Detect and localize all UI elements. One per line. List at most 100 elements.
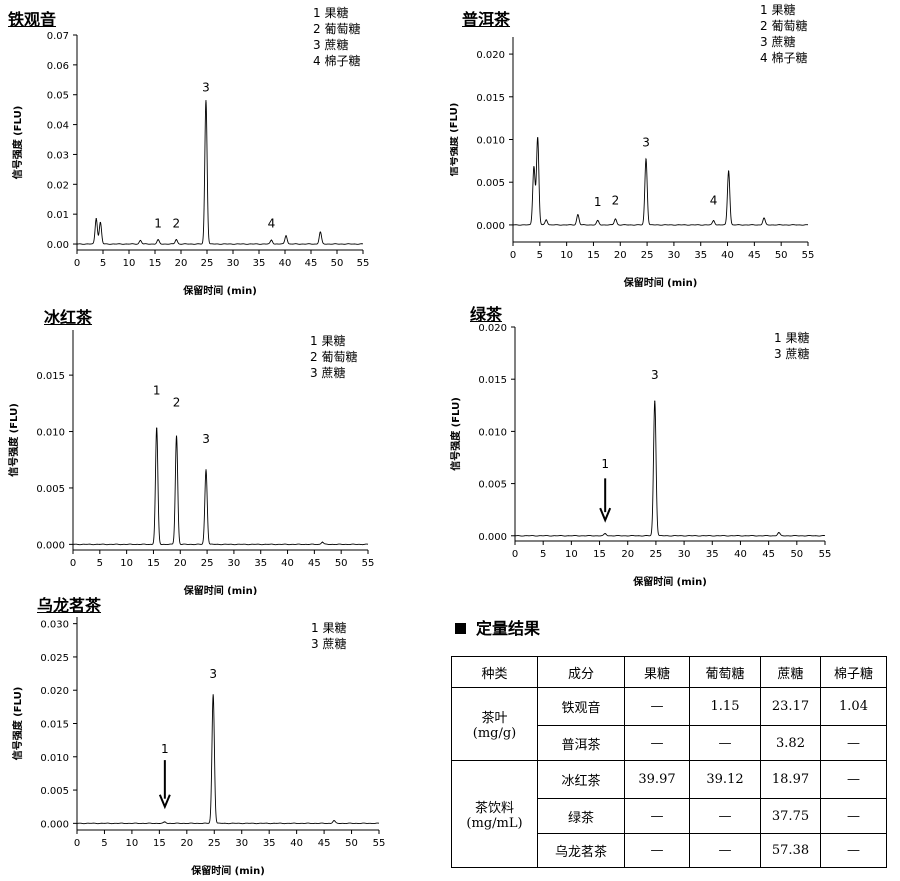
peak-point — [95, 218, 97, 220]
peak-label: 1 — [594, 195, 602, 209]
value-cell: — — [820, 725, 887, 761]
peak-label: 3 — [209, 667, 217, 681]
chart-svg-binghongcha: 0 5 10 15 20 25 30 35 40 45 50 55 0.000 0.005 0.010 0.0… — [7, 330, 374, 597]
chromatogram-trace — [515, 401, 826, 537]
x-tick-label: 20 — [174, 558, 187, 569]
legend-entry-1: 1 果糖 — [774, 331, 810, 345]
y-tick-label: 0.06 — [47, 61, 69, 72]
square-bullet-icon — [455, 623, 466, 634]
category-cell: 茶叶 (mg/g) — [451, 687, 538, 761]
peak-point — [645, 158, 647, 160]
y-tick-label: 0.03 — [47, 150, 69, 161]
peak-point — [175, 238, 177, 241]
peak-point — [157, 239, 159, 241]
peak-point — [778, 532, 780, 534]
table-row: 茶叶 (mg/g) 铁观音 — 1.15 23.17 1.04 — [451, 687, 887, 761]
table-header-cell: 成分 — [537, 656, 625, 688]
value-cell: — — [689, 725, 761, 761]
value-cell: 23.17 — [760, 687, 821, 726]
chart-legend: 1 果糖 2 葡萄糖 3 蔗糖 4 棉子糖 — [760, 2, 807, 66]
y-tick-label: 0.05 — [47, 91, 69, 102]
peak-label: 1 — [154, 217, 162, 231]
row-name-cell: 绿茶 — [537, 798, 625, 834]
result-table: 种类 成分 果糖 葡萄糖 蔗糖 棉子糖 茶叶 (mg/g) 铁观音 — 1.15… — [451, 656, 887, 868]
peak-point — [654, 400, 656, 402]
result-title: 定量结果 — [455, 615, 540, 639]
peak-point — [139, 239, 142, 242]
peak-label: 3 — [202, 432, 210, 446]
y-tick-label: 0.030 — [40, 620, 69, 631]
y-tick-label: 0.010 — [476, 136, 505, 147]
x-tick-label: 25 — [201, 258, 214, 269]
x-tick-label: 50 — [790, 549, 803, 560]
y-tick-label: 0.01 — [47, 210, 69, 221]
y-tick-label: 0.005 — [40, 786, 69, 797]
chromatogram-trace — [77, 695, 380, 825]
x-tick-label: 20 — [621, 549, 634, 560]
legend-entry-1: 1 果糖 — [313, 6, 349, 20]
table-header-cell: 果糖 — [624, 656, 690, 688]
peak-label: 4 — [268, 217, 276, 231]
chart-legend: 1 果糖 3 蔗糖 — [774, 330, 809, 362]
x-tick-label: 10 — [123, 258, 136, 269]
y-tick-label: 0.07 — [47, 31, 69, 42]
x-tick-label: 25 — [208, 838, 221, 849]
peak-point — [713, 220, 715, 222]
peak-point — [164, 821, 166, 823]
category-label: 茶饮料 — [474, 801, 514, 816]
row-name-cell: 冰红茶 — [537, 760, 625, 799]
x-tick-label: 5 — [537, 250, 543, 261]
value-cell: — — [624, 725, 690, 761]
legend-entry-4: 4 棉子糖 — [760, 51, 808, 65]
x-tick-label: 25 — [650, 549, 663, 560]
y-tick-label: 0.005 — [478, 480, 507, 491]
peak-point — [321, 541, 324, 543]
x-tick-label: 55 — [819, 549, 832, 560]
chromatogram-trace — [77, 100, 364, 245]
category-label: 茶叶 — [481, 711, 508, 726]
peak-label: 1 — [601, 457, 609, 471]
peak-label: 2 — [173, 396, 181, 410]
x-tick-label: 30 — [228, 558, 241, 569]
x-tick-label: 15 — [153, 838, 166, 849]
chart-panel-lvcha: 绿茶 1 果糖 3 蔗糖 0 5 10 15 20 25 30 35 40 45 50 55 0.000… — [449, 300, 900, 595]
x-tick-label: 45 — [748, 250, 761, 261]
y-tick-label: 0.04 — [47, 121, 69, 132]
chart-title: 铁观音 — [8, 10, 57, 29]
peak-point — [604, 533, 606, 535]
peak-point — [614, 218, 617, 220]
legend-entry-3: 3 蔗糖 — [313, 38, 349, 52]
chart-svg-lvcha: 0 5 10 15 20 25 30 35 40 45 50 55 0.000 0.005 0.010 0.0… — [449, 323, 832, 588]
peak-point — [577, 214, 579, 216]
chromatogram-trace — [512, 137, 809, 226]
x-tick-label: 5 — [101, 838, 107, 849]
y-tick-label: 0.005 — [476, 178, 505, 189]
category-cell: 茶饮料 (mg/mL) — [451, 760, 538, 868]
chart-panel-puer: 普洱茶 1 果糖 2 葡萄糖 3 蔗糖 4 棉子糖 0 5 10 15 20 25 30 35… — [447, 0, 900, 305]
legend-entry-2: 2 葡萄糖 — [760, 19, 808, 33]
peak-point — [99, 221, 101, 224]
legend-entry-2: 2 葡萄糖 — [313, 22, 361, 36]
peak-label: 2 — [612, 193, 620, 207]
peak-label: 4 — [710, 193, 718, 207]
chart-title: 绿茶 — [470, 305, 503, 324]
legend-entry-3: 3 蔗糖 — [311, 637, 347, 651]
x-tick-label: 55 — [357, 258, 370, 269]
x-tick-label: 20 — [180, 838, 193, 849]
chart-title: 冰红茶 — [44, 308, 93, 327]
y-axis-label: 信号强度 (FLU) — [450, 397, 462, 471]
x-tick-label: 0 — [74, 838, 80, 849]
y-tick-label: 0.015 — [40, 720, 69, 731]
legend-entry-2: 2 葡萄糖 — [310, 350, 358, 364]
y-tick-label: 0.020 — [476, 50, 505, 61]
x-tick-label: 0 — [512, 549, 518, 560]
peak-point — [597, 220, 599, 222]
x-tick-label: 55 — [373, 838, 386, 849]
y-axis-label: 信号强度 (FLU) — [11, 106, 24, 180]
x-tick-label: 5 — [97, 558, 103, 569]
x-tick-label: 10 — [120, 558, 133, 569]
legend-entry-1: 1 果糖 — [310, 334, 346, 348]
peak-point — [212, 694, 214, 696]
x-tick-label: 50 — [335, 558, 348, 569]
y-tick-label: 0.020 — [40, 686, 69, 697]
